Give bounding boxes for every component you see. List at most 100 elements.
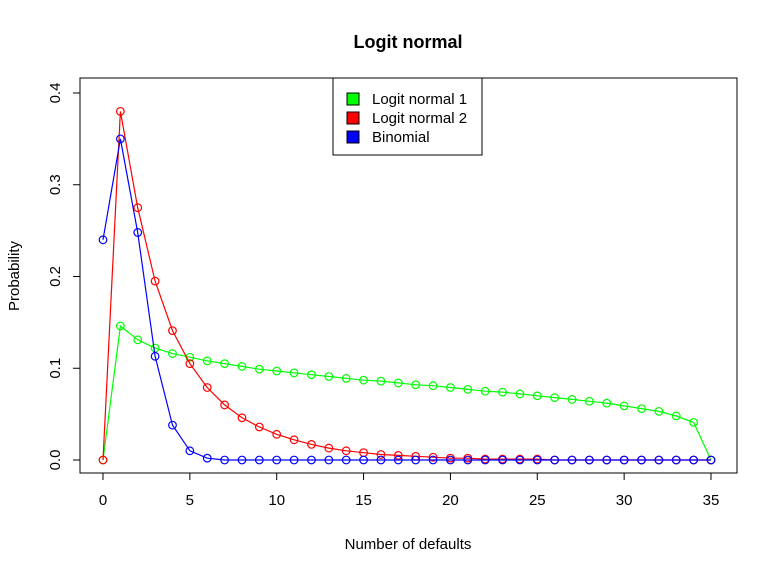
data-point bbox=[133, 228, 143, 237]
data-point bbox=[237, 455, 247, 465]
data-point bbox=[272, 366, 282, 376]
data-point bbox=[637, 455, 646, 465]
data-point bbox=[185, 359, 195, 369]
data-point bbox=[168, 326, 177, 336]
data-point bbox=[289, 368, 299, 378]
data-point bbox=[567, 395, 577, 404]
x-axis-label: Number of defaults bbox=[345, 536, 472, 553]
data-point bbox=[220, 359, 230, 369]
data-point bbox=[393, 451, 403, 460]
data-point bbox=[359, 375, 368, 385]
data-point bbox=[689, 455, 699, 465]
data-point bbox=[671, 411, 681, 421]
data-point bbox=[515, 455, 525, 465]
data-point bbox=[115, 134, 125, 144]
legend-swatch bbox=[346, 111, 360, 125]
y-tick-label: 0.2 bbox=[47, 266, 64, 287]
data-point bbox=[637, 404, 646, 414]
x-tick-label: 15 bbox=[355, 492, 372, 509]
data-point bbox=[498, 387, 507, 397]
data-point bbox=[654, 455, 664, 465]
data-point bbox=[706, 455, 716, 465]
series-line bbox=[102, 324, 712, 461]
data-point bbox=[254, 364, 264, 374]
data-point bbox=[272, 429, 282, 439]
y-tick-label: 0.1 bbox=[47, 358, 64, 379]
data-point bbox=[185, 446, 195, 456]
data-point bbox=[324, 372, 334, 381]
x-tick-label: 10 bbox=[268, 492, 285, 509]
data-point bbox=[480, 386, 490, 396]
data-point bbox=[307, 370, 316, 380]
data-point bbox=[272, 455, 282, 465]
data-point bbox=[463, 384, 473, 394]
data-point bbox=[446, 455, 455, 465]
data-point bbox=[115, 321, 125, 331]
data-point bbox=[133, 335, 143, 345]
data-point bbox=[115, 106, 125, 116]
data-point bbox=[585, 455, 594, 465]
data-point bbox=[254, 422, 264, 432]
data-point bbox=[307, 440, 316, 449]
data-point bbox=[532, 455, 542, 465]
data-point bbox=[150, 276, 160, 286]
data-point bbox=[341, 373, 351, 383]
legend-swatch bbox=[346, 130, 360, 144]
data-point bbox=[307, 455, 316, 465]
data-point bbox=[515, 389, 525, 399]
data-point bbox=[567, 455, 577, 465]
x-axis: 0 5 10 15 20 25 30 35 bbox=[99, 472, 720, 509]
data-point bbox=[359, 455, 368, 465]
series-layer bbox=[98, 106, 716, 465]
data-point bbox=[376, 376, 386, 386]
data-point bbox=[619, 455, 629, 465]
data-point bbox=[393, 455, 403, 465]
data-point bbox=[98, 455, 108, 465]
x-tick-label: 35 bbox=[703, 492, 720, 509]
legend-swatch bbox=[346, 92, 360, 106]
data-point bbox=[585, 396, 594, 406]
data-point bbox=[411, 455, 421, 465]
legend: Logit normal 1 Logit normal 2 Binomial bbox=[332, 77, 483, 156]
x-tick-label: 20 bbox=[442, 492, 459, 509]
series-logit-normal-2 bbox=[98, 106, 716, 465]
data-point bbox=[237, 362, 247, 371]
data-point bbox=[376, 455, 386, 465]
data-point bbox=[220, 400, 230, 410]
data-point bbox=[341, 455, 351, 465]
x-tick-label: 25 bbox=[529, 492, 546, 509]
data-point bbox=[150, 343, 160, 353]
data-point bbox=[220, 455, 230, 465]
chart-title: Logit normal bbox=[354, 32, 463, 52]
y-tick-label: 0.4 bbox=[47, 83, 64, 104]
data-point bbox=[550, 393, 560, 403]
data-point bbox=[289, 455, 299, 465]
data-point bbox=[654, 406, 664, 416]
data-point bbox=[202, 383, 212, 392]
data-point bbox=[202, 453, 212, 463]
legend-label: Logit normal 1 bbox=[372, 91, 467, 108]
x-tick-label: 5 bbox=[186, 492, 194, 509]
data-point bbox=[602, 455, 612, 465]
data-point bbox=[498, 455, 507, 465]
series-logit-normal-1 bbox=[98, 321, 716, 465]
data-point bbox=[237, 413, 247, 423]
data-point bbox=[168, 420, 177, 430]
data-point bbox=[411, 380, 421, 390]
data-point bbox=[376, 450, 386, 459]
y-tick-label: 0.3 bbox=[47, 174, 64, 195]
data-point bbox=[289, 435, 299, 445]
data-point bbox=[324, 443, 334, 453]
series-line bbox=[102, 138, 711, 461]
data-point bbox=[150, 351, 160, 361]
data-point bbox=[689, 417, 699, 427]
data-point bbox=[428, 381, 438, 391]
data-point bbox=[428, 455, 438, 465]
data-point bbox=[324, 455, 334, 465]
x-tick-label: 30 bbox=[616, 492, 633, 509]
data-point bbox=[671, 455, 681, 465]
data-point bbox=[602, 398, 612, 408]
data-point bbox=[619, 401, 629, 411]
data-point bbox=[463, 455, 473, 465]
